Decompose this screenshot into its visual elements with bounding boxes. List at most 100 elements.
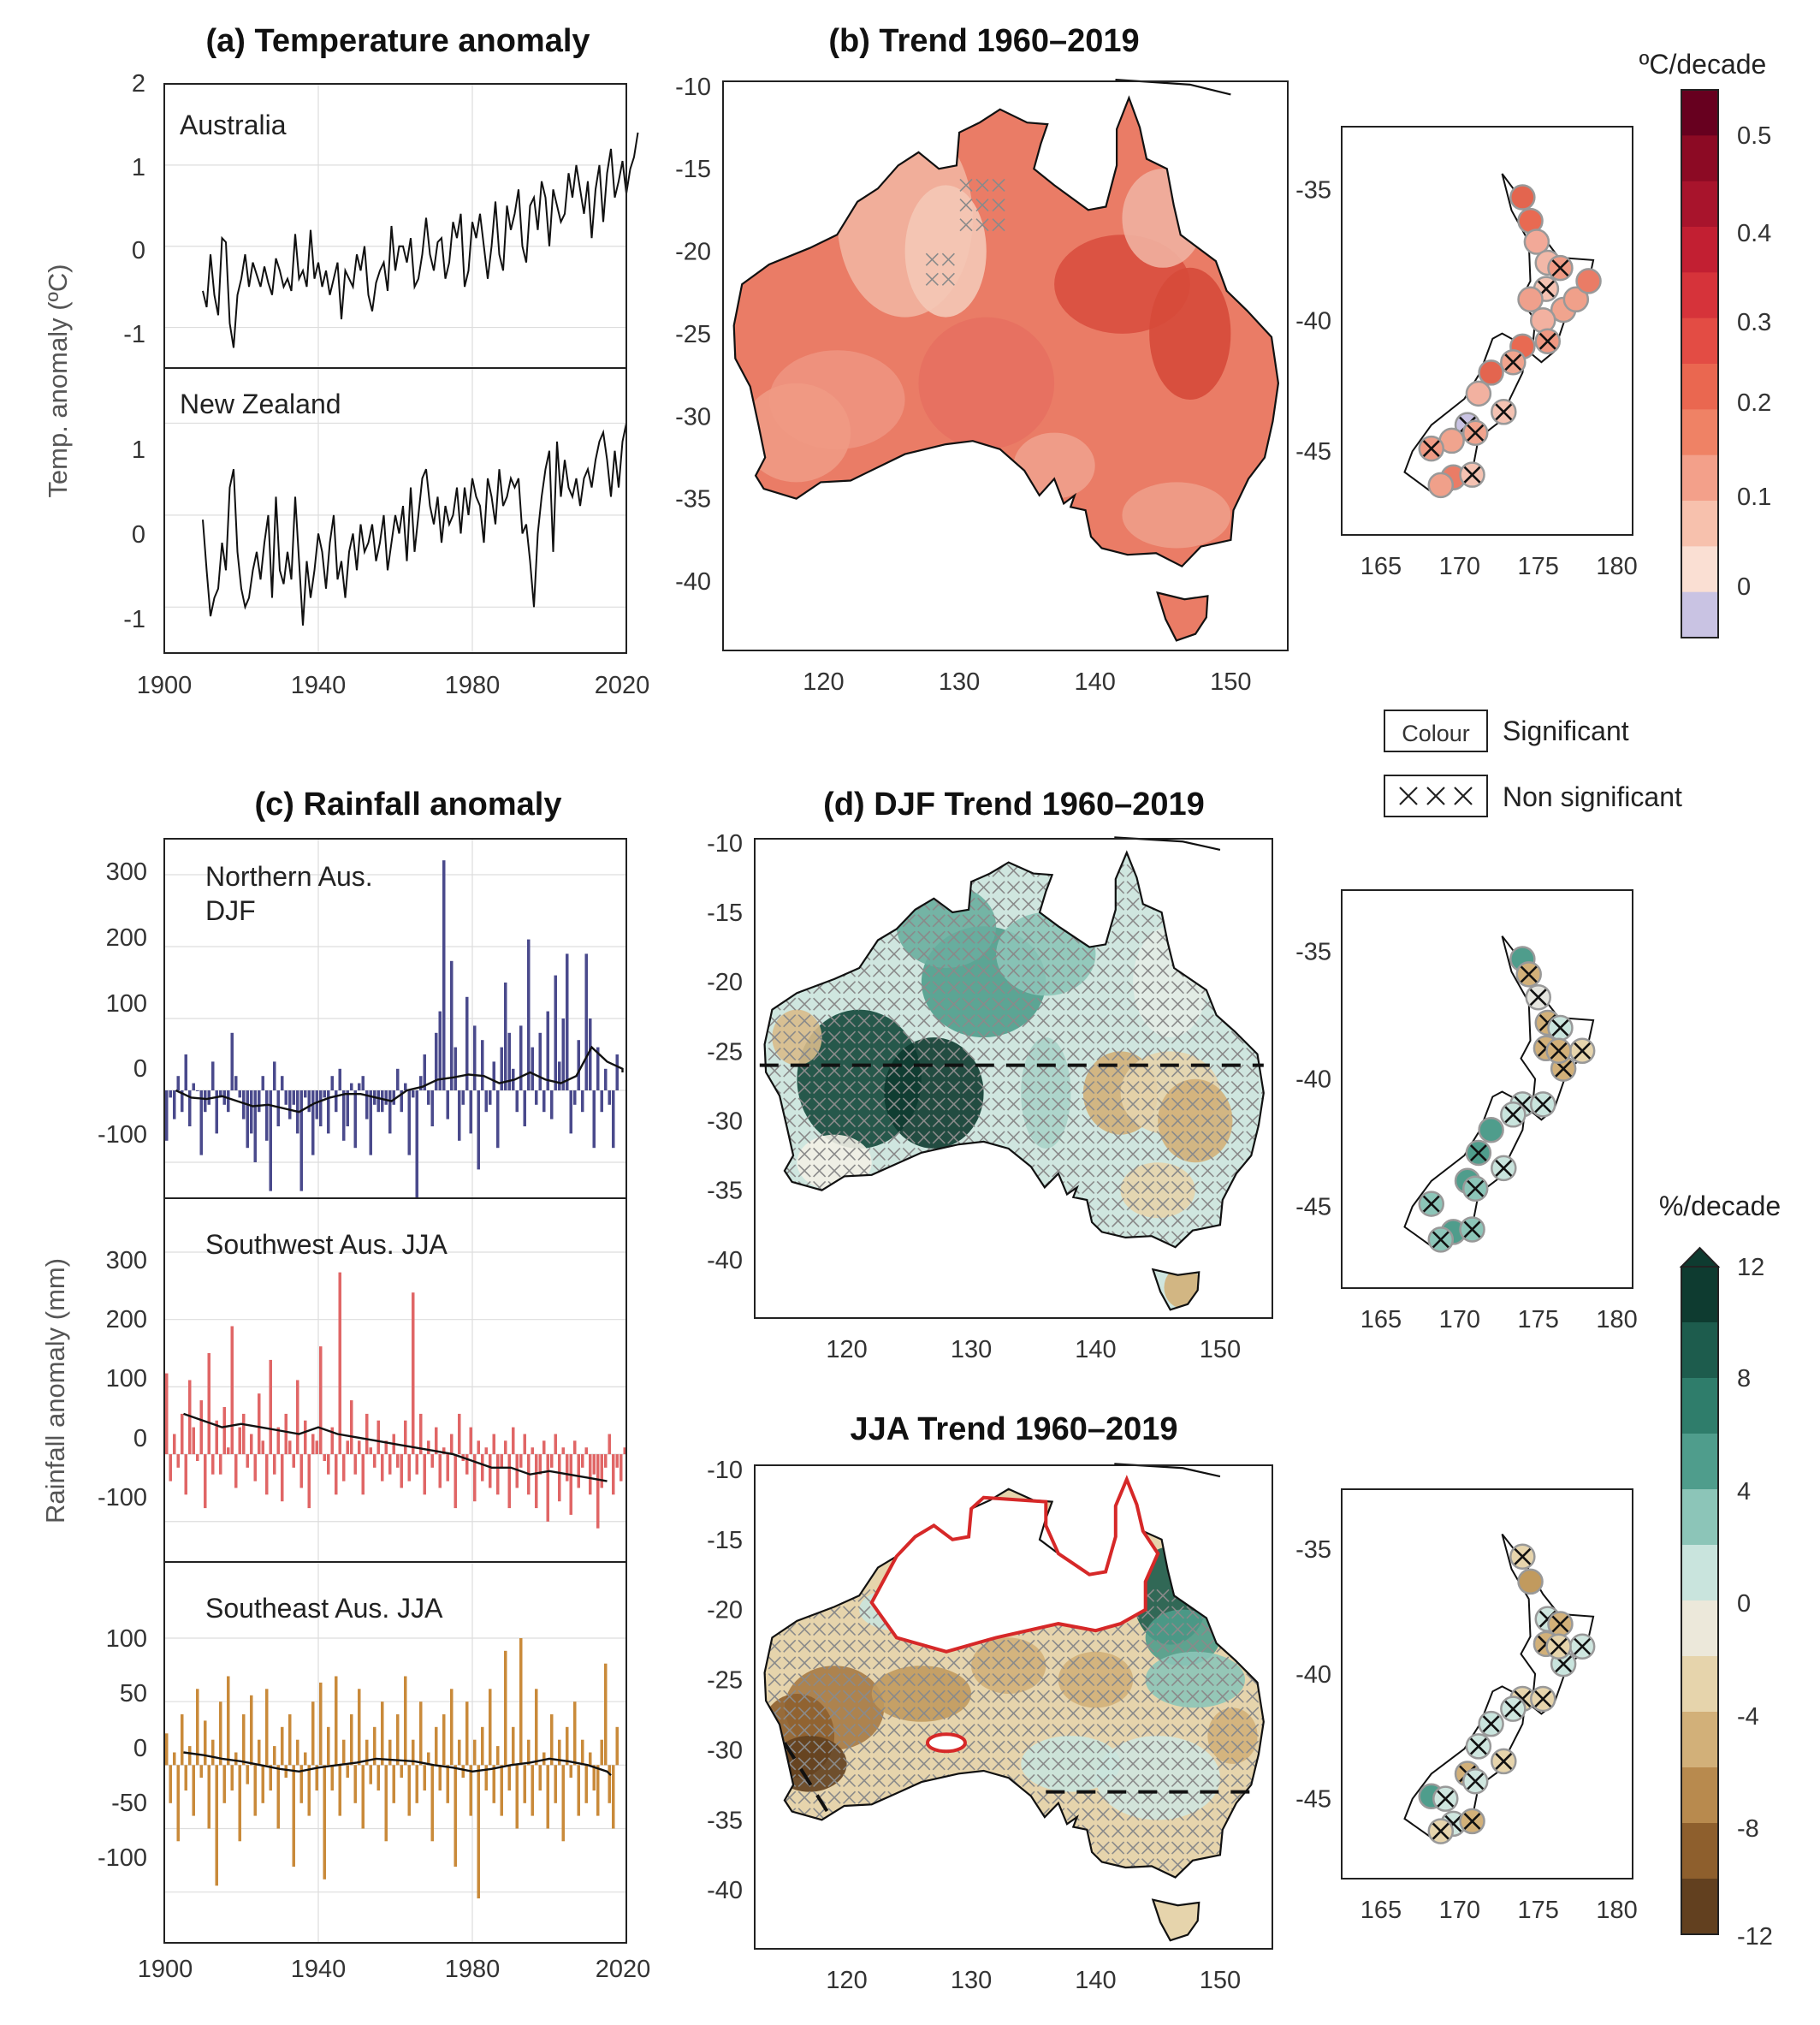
hatch-mark <box>1006 1197 1021 1211</box>
hatch-mark <box>768 1147 781 1161</box>
panel-a-x-ticks: 1900 1940 1980 2020 <box>137 672 650 699</box>
hatch-mark <box>1096 1030 1110 1044</box>
temp-colorbar-title: ºC/decade <box>1639 49 1767 80</box>
map-shade <box>1133 926 1208 1038</box>
hatch-mark <box>992 1858 1005 1872</box>
hatch-mark <box>1141 1030 1155 1044</box>
hatch-mark <box>1126 1841 1140 1855</box>
hatch-mark <box>1096 1707 1110 1720</box>
rain-bar <box>550 1090 554 1119</box>
hatch-mark <box>1171 1689 1185 1703</box>
rain-bar <box>430 1090 434 1126</box>
rain-bar <box>276 1765 280 1829</box>
hatch-mark <box>1066 1773 1080 1788</box>
hatch-mark <box>1006 1214 1021 1227</box>
tick: 170 <box>1439 1306 1480 1333</box>
hatch-mark <box>1171 1247 1185 1261</box>
hatch-mark <box>932 947 946 961</box>
hatch-mark <box>768 1231 781 1244</box>
hatch-mark <box>887 1740 901 1754</box>
hatch-mark <box>872 1656 886 1670</box>
hatch-mark <box>1126 1707 1140 1720</box>
colorbar-tick: -12 <box>1737 1923 1773 1951</box>
hatch-mark <box>992 1656 1005 1670</box>
hatch-mark <box>857 1080 871 1095</box>
tick: -10 <box>707 1457 743 1484</box>
rain-bar <box>234 1076 238 1090</box>
hatch-mark <box>1230 997 1244 1011</box>
hatch-mark <box>887 1180 901 1194</box>
hatch-mark <box>1006 981 1021 995</box>
rain-bar <box>215 1090 218 1134</box>
hatch-mark <box>977 1757 991 1771</box>
hatch-mark <box>1156 947 1170 961</box>
hatch-mark <box>1141 1740 1155 1754</box>
hatch-mark <box>768 1214 781 1227</box>
hatch-mark <box>842 1858 857 1872</box>
hatch-mark <box>887 947 901 961</box>
rain-bar <box>623 1447 626 1455</box>
rain-bar <box>199 1090 203 1155</box>
hatch-mark <box>1200 897 1214 911</box>
station-nonsig-cross <box>1463 1220 1481 1238</box>
hatch-mark <box>992 1113 1005 1128</box>
rain-bar <box>230 1326 234 1454</box>
hatch-mark <box>1156 1723 1170 1737</box>
hatch-mark <box>1171 1147 1185 1161</box>
colorbar-swatch <box>1681 1656 1718 1713</box>
hatch-mark <box>947 1757 961 1771</box>
map-frame <box>1341 889 1633 1289</box>
hatch-mark <box>992 1841 1005 1855</box>
hatch-mark <box>797 897 811 911</box>
hatch-mark <box>1200 1723 1214 1737</box>
legend-significant-text: Significant <box>1503 716 1629 746</box>
hatch-mark <box>902 881 916 894</box>
hatch-mark <box>1141 1689 1155 1703</box>
hatch-mark <box>932 1858 946 1872</box>
rain-bar <box>442 1714 446 1766</box>
hatch-mark <box>902 1723 916 1737</box>
hatch-mark <box>872 1131 886 1144</box>
hatch-mark <box>1216 864 1230 877</box>
hatch-mark <box>857 1824 871 1838</box>
station-dot <box>1478 359 1504 386</box>
hatch-mark <box>1052 881 1065 894</box>
hatch-mark <box>1052 1723 1065 1737</box>
hatch-mark <box>1082 1773 1095 1788</box>
hatch-mark <box>1022 1757 1035 1771</box>
hatch-mark <box>925 272 939 286</box>
hatch-mark <box>813 1639 827 1653</box>
hatch-mark <box>1036 1214 1050 1227</box>
rain-bar <box>404 1420 407 1455</box>
rain-bar <box>335 1454 338 1495</box>
rain-bar <box>615 1054 619 1090</box>
rain-bar <box>346 1765 349 1779</box>
panel-c-north-label: Northern Aus. <box>205 861 373 892</box>
hatch-mark <box>1156 1808 1170 1821</box>
rain-bar <box>500 1765 503 1816</box>
hatch-mark <box>917 1673 931 1687</box>
hatch-mark <box>902 897 916 911</box>
hatch-mark <box>932 1214 946 1227</box>
hatch-mark <box>1066 1707 1080 1720</box>
hatch-mark <box>959 178 973 193</box>
hatch-mark <box>1216 1113 1230 1128</box>
hatch-mark <box>1200 1673 1214 1687</box>
rain-bar <box>489 1454 492 1488</box>
hatch-mark <box>947 1097 961 1111</box>
hatch-mark <box>947 1707 961 1720</box>
hatch-mark <box>1186 1808 1200 1821</box>
rain-bar <box>465 996 469 1090</box>
station-nonsig-cross <box>1463 466 1481 484</box>
hatch-mark <box>842 1790 857 1804</box>
hatch-mark <box>932 1247 946 1261</box>
hatch-mark <box>992 178 1005 193</box>
hatch-mark <box>1096 1147 1110 1161</box>
rain-bar <box>500 1454 503 1468</box>
hatch-mark <box>1230 1723 1244 1737</box>
hatch-mark <box>1200 1147 1214 1161</box>
rain-bar <box>269 1090 272 1191</box>
hatch-mark <box>977 1014 991 1028</box>
tick: 1 <box>132 436 145 464</box>
